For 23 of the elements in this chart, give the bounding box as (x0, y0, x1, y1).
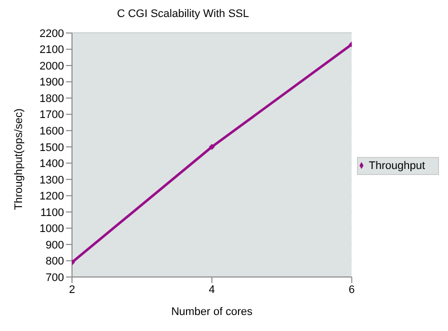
y-tick-label: 1600 (40, 126, 64, 138)
y-tick-label: 1700 (40, 109, 64, 122)
x-tick-label: 6 (348, 284, 355, 296)
y-tick-label: 1800 (40, 92, 64, 105)
y-tick-label: 800 (46, 256, 64, 268)
chart-title: C CGI Scalability With SSL (116, 8, 250, 20)
y-tick-label: 2200 (40, 28, 64, 40)
x-axis-title: Number of cores (171, 306, 254, 318)
y-tick-label: 700 (46, 272, 64, 284)
y-tick-label: 1900 (40, 76, 64, 89)
legend-label: Throughput (368, 160, 426, 172)
y-tick-label: 1200 (40, 190, 64, 203)
y-tick-label: 2000 (40, 60, 64, 72)
x-tick-label: 2 (68, 284, 76, 296)
x-tick-label: 4 (208, 284, 215, 296)
y-tick-label: 1000 (40, 223, 64, 236)
y-tick-label: 1100 (40, 206, 64, 219)
y-tick-label: 2100 (40, 44, 64, 56)
y-tick-label: 1500 (40, 142, 64, 154)
y-axis-title: Throughput(ops/sec) (12, 108, 25, 210)
y-tick-label: 900 (46, 239, 64, 252)
y-tick-label: 1300 (40, 174, 64, 186)
y-tick-label: 1400 (40, 158, 64, 170)
